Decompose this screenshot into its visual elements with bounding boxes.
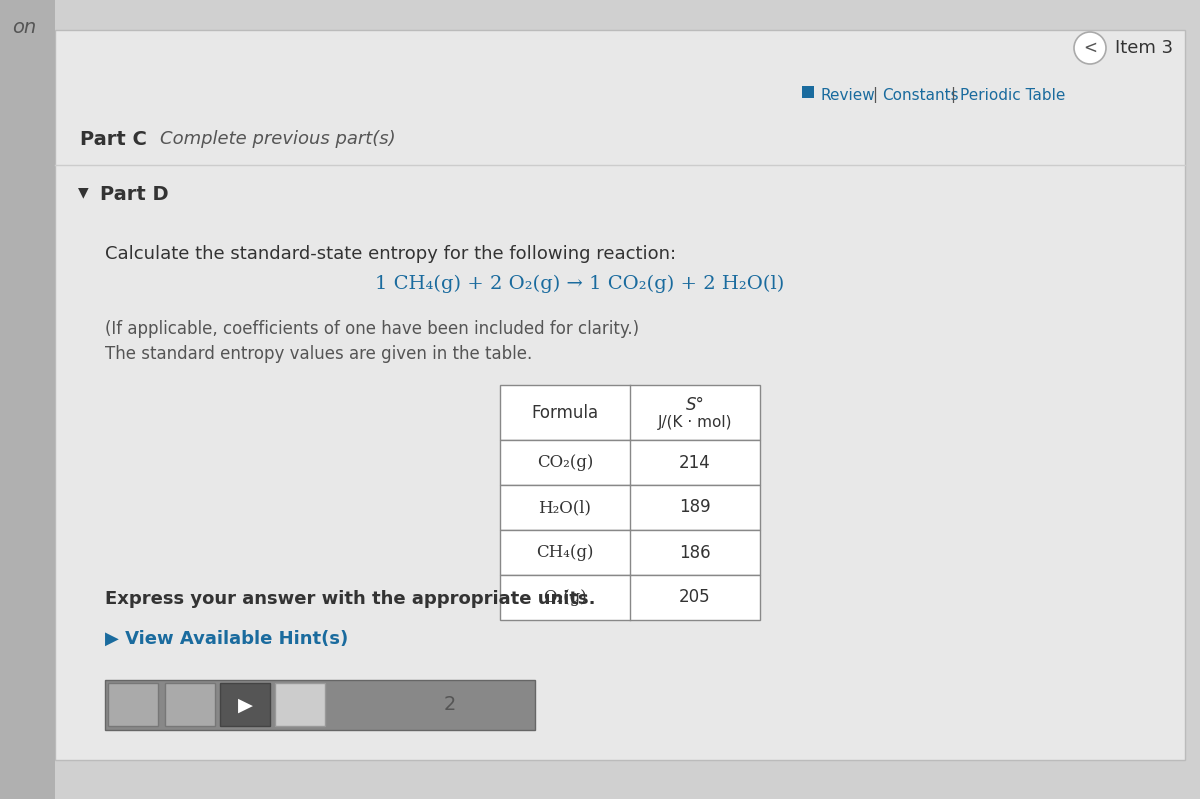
Text: 189: 189 [679, 499, 710, 516]
Text: ▼: ▼ [78, 185, 89, 199]
Text: ▶ View Available Hint(s): ▶ View Available Hint(s) [106, 630, 348, 648]
Text: 205: 205 [679, 589, 710, 606]
Text: The standard entropy values are given in the table.: The standard entropy values are given in… [106, 345, 533, 363]
Text: CO₂(g): CO₂(g) [536, 454, 593, 471]
Text: Review: Review [820, 88, 875, 102]
Text: Part C: Part C [80, 130, 146, 149]
Text: CH₄(g): CH₄(g) [536, 544, 594, 561]
Text: Constants: Constants [882, 88, 959, 102]
FancyBboxPatch shape [500, 530, 760, 575]
Text: <: < [1084, 39, 1097, 57]
Text: ▶: ▶ [238, 695, 252, 714]
Text: J/(K · mol): J/(K · mol) [658, 415, 732, 430]
Text: Calculate the standard-state entropy for the following reaction:: Calculate the standard-state entropy for… [106, 245, 676, 263]
Text: Express your answer with the appropriate units.: Express your answer with the appropriate… [106, 590, 595, 608]
Text: Complete previous part(s): Complete previous part(s) [160, 130, 396, 148]
Text: Formula: Formula [532, 403, 599, 422]
Text: on: on [12, 18, 36, 37]
Text: (If applicable, coefficients of one have been included for clarity.): (If applicable, coefficients of one have… [106, 320, 640, 338]
FancyBboxPatch shape [500, 440, 760, 485]
FancyBboxPatch shape [500, 485, 760, 530]
FancyBboxPatch shape [802, 86, 814, 98]
Text: O₂(g): O₂(g) [544, 589, 587, 606]
Text: 214: 214 [679, 454, 710, 471]
Text: Periodic Table: Periodic Table [960, 88, 1066, 102]
FancyBboxPatch shape [500, 575, 760, 620]
Text: S°: S° [685, 396, 704, 414]
Text: |: | [872, 87, 877, 103]
Text: |: | [950, 87, 955, 103]
FancyBboxPatch shape [106, 680, 535, 730]
Text: Part D: Part D [100, 185, 169, 204]
Circle shape [1074, 32, 1106, 64]
FancyBboxPatch shape [166, 683, 215, 726]
Text: 186: 186 [679, 543, 710, 562]
Text: Item 3: Item 3 [1115, 39, 1174, 57]
FancyBboxPatch shape [275, 683, 325, 726]
FancyBboxPatch shape [220, 683, 270, 726]
FancyBboxPatch shape [500, 385, 760, 440]
Text: 2: 2 [444, 695, 456, 714]
Text: 1 CH₄(g) + 2 O₂(g) → 1 CO₂(g) + 2 H₂O(l): 1 CH₄(g) + 2 O₂(g) → 1 CO₂(g) + 2 H₂O(l) [376, 275, 785, 293]
FancyBboxPatch shape [55, 30, 1186, 760]
FancyBboxPatch shape [108, 683, 158, 726]
Text: H₂O(l): H₂O(l) [539, 499, 592, 516]
FancyBboxPatch shape [0, 0, 55, 799]
